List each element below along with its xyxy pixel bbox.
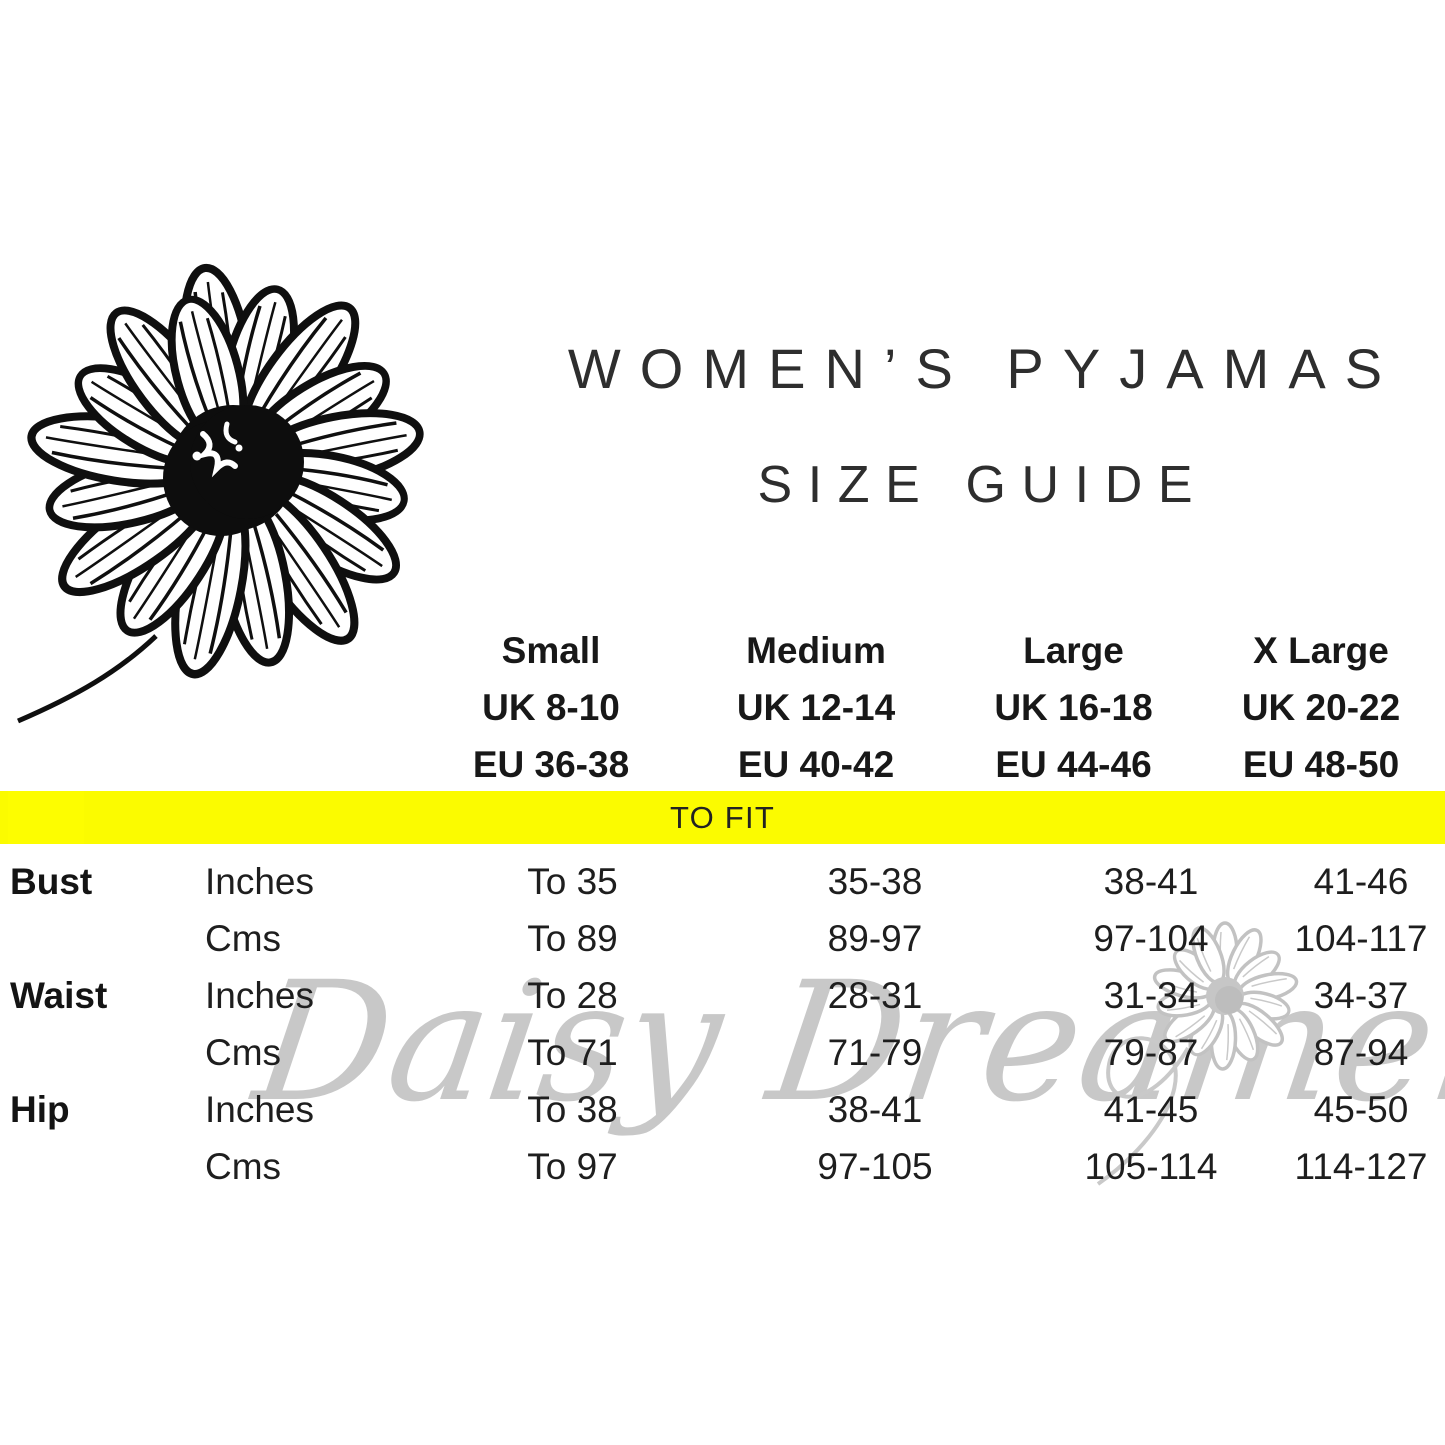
- value-small: To 97: [527, 1145, 618, 1187]
- value-large: 38-41: [1103, 860, 1199, 902]
- daisy-flower-illustration: [17, 254, 446, 724]
- title-line-1: WOMEN’S PYJAMAS: [567, 337, 1402, 400]
- size-column-large: Large UK 16-18 EU 44-46: [950, 622, 1197, 793]
- to-fit-banner: TO FIT: [0, 791, 1445, 844]
- value-medium: 38-41: [827, 1088, 923, 1130]
- unit-label: Inches: [205, 974, 315, 1016]
- size-eu: EU 40-42: [737, 744, 895, 785]
- value-large: 105-114: [1084, 1145, 1218, 1187]
- value-xlarge: 114-127: [1294, 1145, 1428, 1187]
- unit-label: Inches: [205, 860, 315, 902]
- size-uk: UK 20-22: [1241, 687, 1401, 728]
- table-row-bust-inches: Bust Inches To 35 35-38 38-41 41-46: [0, 853, 1445, 910]
- size-name: Large: [1023, 630, 1124, 671]
- banner-left-cell: [8, 791, 84, 844]
- measurements-table: Bust Inches To 35 35-38 38-41 41-46 Cms …: [0, 853, 1445, 1195]
- to-fit-label: TO FIT: [669, 799, 776, 835]
- size-uk: UK 8-10: [482, 687, 620, 728]
- measurement-label: Hip: [10, 1088, 70, 1130]
- value-medium: 89-97: [827, 917, 923, 959]
- value-xlarge: 45-50: [1313, 1088, 1409, 1130]
- page-title: WOMEN’S PYJAMAS SIZE GUIDE: [500, 336, 1445, 515]
- size-name: Small: [501, 630, 601, 671]
- value-xlarge: 34-37: [1313, 974, 1409, 1016]
- value-xlarge: 41-46: [1313, 860, 1409, 902]
- table-row-waist-inches: Waist Inches To 28 28-31 31-34 34-37: [0, 967, 1445, 1024]
- table-row-waist-cms: Cms To 71 71-79 79-87 87-94: [0, 1024, 1445, 1081]
- table-row-bust-cms: Cms To 89 89-97 97-104 104-117: [0, 910, 1445, 967]
- value-xlarge: 104-117: [1294, 917, 1428, 959]
- unit-label: Cms: [205, 917, 282, 959]
- unit-label: Inches: [205, 1088, 315, 1130]
- value-small: To 89: [527, 917, 618, 959]
- value-small: To 35: [527, 860, 618, 902]
- value-xlarge: 87-94: [1313, 1031, 1409, 1073]
- value-medium: 28-31: [827, 974, 923, 1016]
- value-large: 31-34: [1103, 974, 1199, 1016]
- size-uk: UK 12-14: [736, 687, 896, 728]
- value-small: To 28: [527, 974, 618, 1016]
- value-small: To 71: [527, 1031, 618, 1073]
- size-eu: EU 48-50: [1242, 744, 1400, 785]
- unit-label: Cms: [205, 1031, 282, 1073]
- size-uk: UK 16-18: [994, 687, 1153, 728]
- size-column-headers: Small UK 8-10 EU 36-38 Medium UK 12-14 E…: [0, 622, 1445, 793]
- size-eu: EU 36-38: [472, 744, 630, 785]
- table-row-hip-inches: Hip Inches To 38 38-41 41-45 45-50: [0, 1081, 1445, 1138]
- title-line-2: SIZE GUIDE: [757, 456, 1209, 514]
- size-name: Medium: [746, 630, 886, 671]
- size-column-medium: Medium UK 12-14 EU 40-42: [682, 622, 950, 793]
- table-row-hip-cms: Cms To 97 97-105 105-114 114-127: [0, 1138, 1445, 1195]
- size-name: X Large: [1253, 630, 1389, 671]
- value-large: 41-45: [1103, 1088, 1199, 1130]
- size-column-small: Small UK 8-10 EU 36-38: [420, 622, 682, 793]
- unit-label: Cms: [205, 1145, 282, 1187]
- measurement-label: Waist: [10, 974, 108, 1016]
- value-large: 97-104: [1093, 917, 1209, 959]
- value-medium: 35-38: [827, 860, 923, 902]
- value-large: 79-87: [1103, 1031, 1199, 1073]
- value-small: To 38: [527, 1088, 618, 1130]
- header-spacer: [0, 622, 420, 793]
- measurement-label: Bust: [10, 860, 93, 902]
- size-column-xlarge: X Large UK 20-22 EU 48-50: [1197, 622, 1445, 793]
- size-eu: EU 44-46: [995, 744, 1152, 785]
- value-medium: 97-105: [817, 1145, 933, 1187]
- value-medium: 71-79: [827, 1031, 923, 1073]
